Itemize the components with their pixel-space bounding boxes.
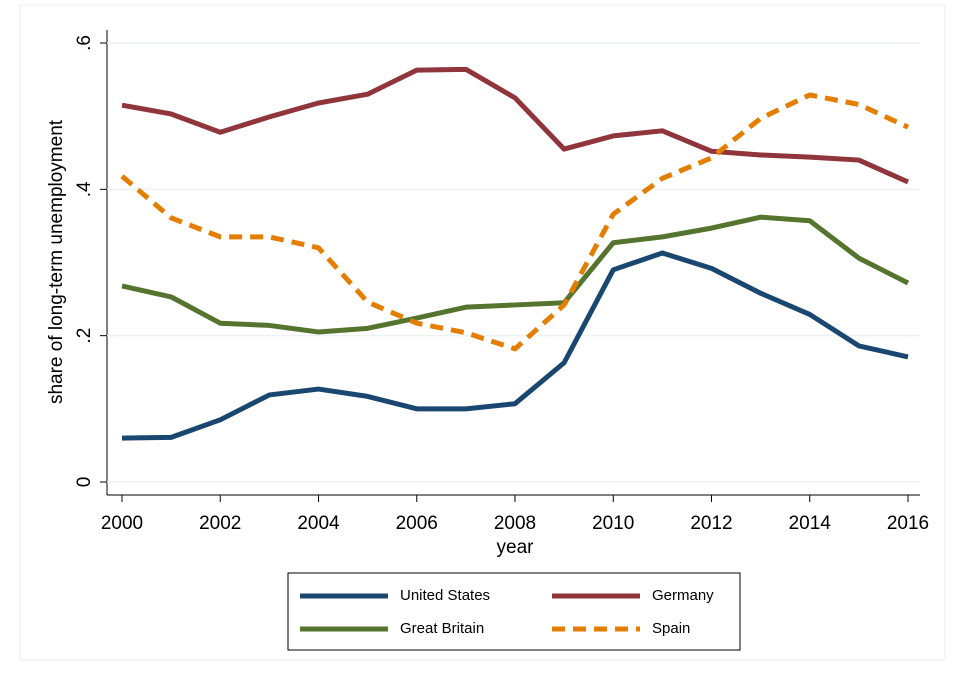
y-axis-label: share of long-term unemployment — [46, 119, 67, 404]
x-tick-label: 2004 — [297, 513, 340, 534]
legend-label: United States — [400, 587, 490, 604]
legend-label: Germany — [652, 587, 714, 604]
x-tick-label: 2008 — [494, 513, 536, 534]
x-axis-label: year — [497, 537, 535, 558]
x-tick-label: 2002 — [199, 513, 241, 534]
y-tick-label: .4 — [74, 181, 95, 197]
legend — [287, 572, 741, 651]
chart-frame — [19, 4, 946, 661]
x-tick-label: 2000 — [101, 513, 143, 534]
series-line — [120, 92, 910, 352]
series-line — [121, 214, 910, 335]
y-tick-label: .2 — [74, 328, 95, 344]
x-tick-label: 2012 — [690, 513, 732, 534]
x-tick-label: 2010 — [592, 513, 634, 534]
legend-label: Great Britain — [400, 620, 484, 637]
x-tick-label: 2014 — [789, 513, 832, 534]
y-tick-label: .6 — [74, 35, 95, 51]
y-tick-label: 0 — [74, 477, 95, 488]
legend-label: Spain — [652, 620, 690, 637]
series-line — [121, 66, 910, 185]
x-tick-label: 2006 — [396, 513, 438, 534]
x-tick-label: 2016 — [887, 513, 929, 534]
series-line — [121, 250, 909, 441]
